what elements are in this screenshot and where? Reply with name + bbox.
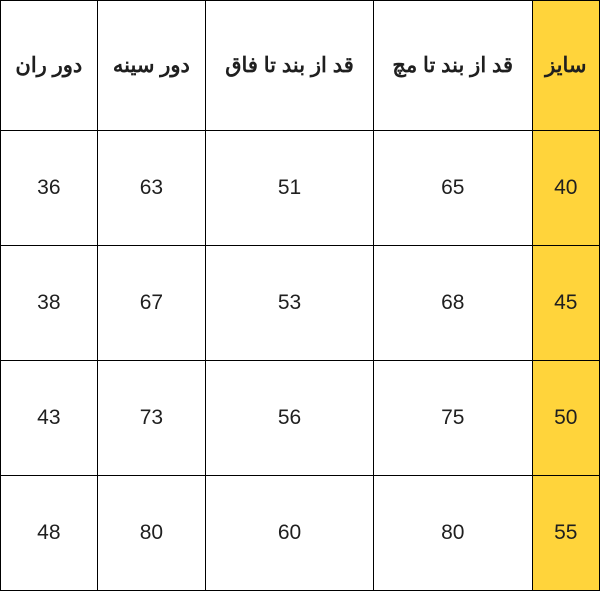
cell-chest: 80 xyxy=(97,476,205,591)
table-row: 38 67 53 68 45 xyxy=(1,246,600,361)
col-header-strap-to-crotch: قد از بند تا فاق xyxy=(206,1,374,131)
table-row: 48 80 60 80 55 xyxy=(1,476,600,591)
cell-strap-to-wrist: 68 xyxy=(373,246,532,361)
cell-chest: 67 xyxy=(97,246,205,361)
size-table-container: دور ران دور سینه قد از بند تا فاق قد از … xyxy=(0,0,600,591)
cell-strap-to-crotch: 53 xyxy=(206,246,374,361)
cell-size: 40 xyxy=(532,131,599,246)
cell-thigh: 43 xyxy=(1,361,98,476)
cell-strap-to-crotch: 51 xyxy=(206,131,374,246)
table-row: 43 73 56 75 50 xyxy=(1,361,600,476)
cell-size: 45 xyxy=(532,246,599,361)
col-header-strap-to-wrist: قد از بند تا مچ xyxy=(373,1,532,131)
col-header-chest: دور سینه xyxy=(97,1,205,131)
size-table: دور ران دور سینه قد از بند تا فاق قد از … xyxy=(0,0,600,591)
table-header-row: دور ران دور سینه قد از بند تا فاق قد از … xyxy=(1,1,600,131)
cell-strap-to-wrist: 75 xyxy=(373,361,532,476)
col-header-thigh: دور ران xyxy=(1,1,98,131)
cell-strap-to-crotch: 56 xyxy=(206,361,374,476)
cell-strap-to-crotch: 60 xyxy=(206,476,374,591)
cell-thigh: 38 xyxy=(1,246,98,361)
cell-strap-to-wrist: 80 xyxy=(373,476,532,591)
col-header-size: سایز xyxy=(532,1,599,131)
cell-thigh: 36 xyxy=(1,131,98,246)
cell-thigh: 48 xyxy=(1,476,98,591)
cell-chest: 73 xyxy=(97,361,205,476)
cell-chest: 63 xyxy=(97,131,205,246)
table-row: 36 63 51 65 40 xyxy=(1,131,600,246)
cell-size: 55 xyxy=(532,476,599,591)
cell-size: 50 xyxy=(532,361,599,476)
cell-strap-to-wrist: 65 xyxy=(373,131,532,246)
